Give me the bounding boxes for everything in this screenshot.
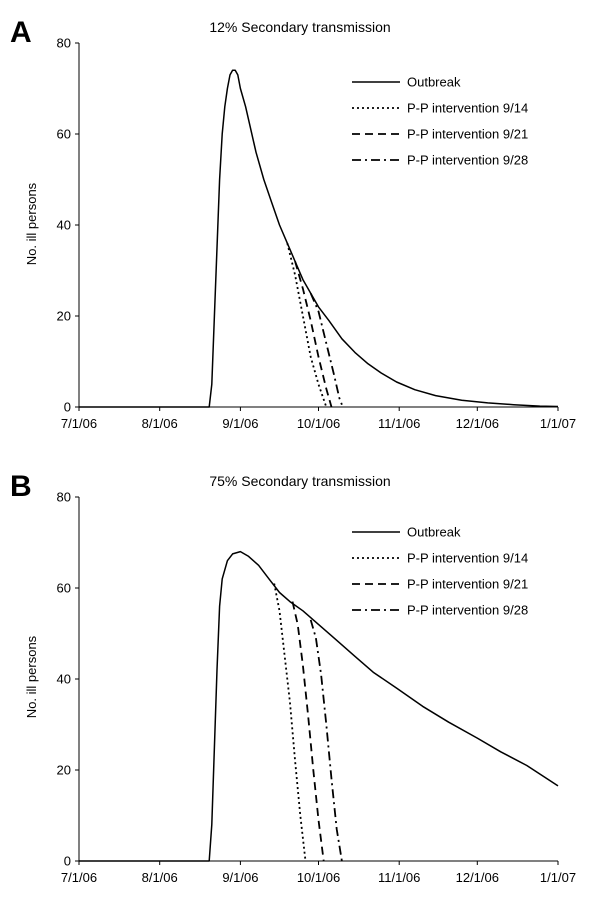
panel-a-plot-area: 0 20 40 60 80 7/1/06 8/1/06 9/1/06 10/1/06 11/1/0… <box>57 36 577 432</box>
panel-a-y-tick-label: 40 <box>57 218 71 233</box>
panel-a-series-dashdot <box>309 292 343 406</box>
panel-b-series-dashed <box>291 601 325 862</box>
panel-a-x-tick-label: 7/1/06 <box>61 416 97 431</box>
panel-b-x-tick-label: 12/1/06 <box>456 870 499 885</box>
panel-a-series-dotted <box>286 242 328 408</box>
panel-a-legend-label: P-P intervention 9/28 <box>407 153 528 168</box>
panel-a-legend-label: P-P intervention 9/14 <box>407 101 528 116</box>
panel-a-legend-label: Outbreak <box>407 75 461 90</box>
panel-a-x-tick-label: 12/1/06 <box>456 416 499 431</box>
panel-a-y-tick-label: 60 <box>57 127 71 142</box>
panel-b-x-tick-label: 10/1/06 <box>297 870 340 885</box>
panel-b-legend-label: P-P intervention 9/21 <box>407 577 528 592</box>
panel-b-y-tick-label: 20 <box>57 763 71 778</box>
panel-b-series-solid <box>79 550 559 862</box>
panel-a-y-axis-label: No. ill persons <box>24 182 39 265</box>
panel-a-x-tick-label: 9/1/06 <box>222 416 258 431</box>
panel-b-x-tick-label: 9/1/06 <box>222 870 258 885</box>
panel-a: A 12% Secondary transmission No. ill per… <box>10 16 576 431</box>
panel-a-y-tick-label: 0 <box>64 400 71 415</box>
panel-a-legend: Outbreak P-P intervention 9/14 P-P interve… <box>352 75 528 168</box>
panel-b: B 75% Secondary transmission No. ill per… <box>10 470 576 885</box>
panel-b-plot-area: 0 20 40 60 80 7/1/06 8/1/06 9/1/06 10/1/06 11/1/0… <box>57 490 577 886</box>
panel-a-y-tick-label: 20 <box>57 309 71 324</box>
panel-b-series-dashdot <box>309 619 343 862</box>
panel-b-y-axis-label: No. ill persons <box>24 635 39 718</box>
panel-a-y-tick-label: 80 <box>57 36 71 51</box>
panel-b-title: 75% Secondary transmission <box>209 473 390 489</box>
panel-b-x-tick-label: 7/1/06 <box>61 870 97 885</box>
panel-b-legend-label: P-P intervention 9/28 <box>407 603 528 618</box>
panel-b-y-tick-label: 60 <box>57 581 71 596</box>
panel-a-x-tick-label: 10/1/06 <box>297 416 340 431</box>
panel-b-y-tick-label: 80 <box>57 490 71 505</box>
panel-b-x-tick-label: 11/1/06 <box>378 870 420 885</box>
panel-b-legend: Outbreak P-P intervention 9/14 P-P interve… <box>352 525 528 618</box>
panel-b-legend-label: P-P intervention 9/14 <box>407 551 528 566</box>
panel-a-x-tick-label: 11/1/06 <box>378 416 420 431</box>
panel-b-y-tick-label: 40 <box>57 672 71 687</box>
panel-a-series-dashed <box>294 261 333 408</box>
panel-a-series-solid <box>79 69 559 408</box>
panel-a-legend-label: P-P intervention 9/21 <box>407 127 528 142</box>
panel-a-letter: A <box>10 16 32 49</box>
panel-b-y-tick-label: 0 <box>64 854 71 869</box>
panel-a-x-tick-label: 1/1/07 <box>540 416 576 431</box>
panel-b-x-tick-label: 8/1/06 <box>142 870 178 885</box>
panel-a-x-tick-label: 8/1/06 <box>142 416 178 431</box>
panel-b-x-tick-label: 1/1/07 <box>540 870 576 885</box>
panel-b-letter: B <box>10 470 32 503</box>
panel-b-legend-label: Outbreak <box>407 525 461 540</box>
panel-b-series-dotted <box>273 583 307 862</box>
panel-a-title: 12% Secondary transmission <box>209 19 390 35</box>
